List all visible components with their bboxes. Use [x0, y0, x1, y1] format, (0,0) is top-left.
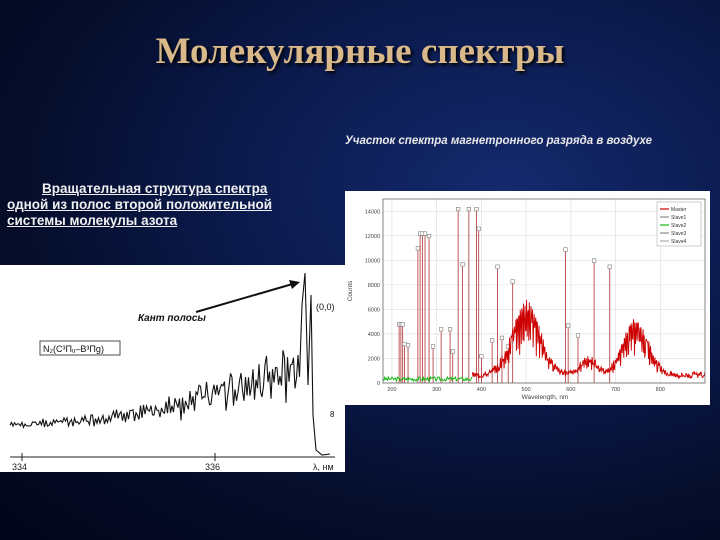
band-head-annotation: Кант полосы: [138, 313, 206, 324]
x-tick-label: 500: [522, 387, 531, 393]
y-tick-label: 12000: [365, 234, 380, 240]
x-tick-label: 600: [566, 387, 575, 393]
magnetron-spectrum-chart: 0 2000 4000 6000 8000 10000 12000 14000 200 300 4…: [345, 191, 710, 405]
line-marker: [415, 246, 420, 251]
y-tick-label: 4000: [368, 332, 380, 338]
line-marker: [499, 335, 505, 340]
line-marker: [427, 234, 432, 239]
x-axis-title: Wavelength, nm: [522, 394, 569, 401]
emission-lines: [397, 207, 612, 383]
line-marker: [450, 349, 455, 354]
line-marker: [476, 226, 481, 231]
transition-formula: N₂(C³Πᵤ–B³Πg): [43, 344, 104, 354]
formula-box: [39, 340, 121, 356]
y-tick-label: 8000: [368, 283, 380, 289]
chart-grid: [383, 199, 705, 384]
chart-legend: Master Slave1 Slave2 Slave3 Slave4: [656, 201, 702, 247]
x-tick-label: 400: [477, 387, 486, 393]
rotational-spectrum-svg: 334 336 λ, нм Кант полосы N₂(C³Πᵤ–B³Πg) …: [9, 272, 335, 472]
line-marker: [460, 262, 465, 267]
right-figure-caption: Участок спектра магнетронного разряда в …: [345, 135, 653, 147]
x-tick-labels: 200 300 400 500 600 700 800: [387, 387, 665, 393]
line-marker: [607, 264, 612, 269]
line-marker: [456, 207, 461, 212]
line-marker: [400, 322, 405, 327]
legend-entry: Slave2: [671, 223, 687, 229]
magnetron-spectrum-svg: 0 2000 4000 6000 8000 10000 12000 14000 200 300 4…: [347, 198, 706, 401]
band-head-arrow: [195, 282, 297, 313]
rotational-spectrum-trace: [9, 272, 331, 456]
tick-label-lambda: λ, нм: [313, 462, 334, 472]
left-figure-caption: Вращательная структура спектра одной из …: [7, 181, 337, 229]
x-tick-label: 300: [432, 387, 441, 393]
line-marker: [563, 247, 568, 252]
line-marker: [566, 323, 571, 328]
line-marker: [466, 207, 471, 212]
tick-label-336: 336: [205, 462, 220, 472]
y-tick-label: 14000: [365, 209, 380, 215]
peak-label: (0,0): [316, 302, 335, 312]
band-head-arrowhead: [289, 280, 300, 289]
line-marker: [490, 338, 495, 343]
legend-entry: Master: [671, 207, 687, 213]
y-tick-label: 10000: [365, 258, 380, 264]
caption-line-3: системы молекулы азота: [7, 213, 178, 228]
line-marker: [495, 264, 500, 269]
rotational-spectrum-figure: 334 336 λ, нм Кант полосы N₂(C³Πᵤ–B³Πg) …: [0, 265, 345, 472]
x-tick-label: 800: [656, 387, 665, 393]
line-marker: [448, 327, 453, 332]
series-master-red: [471, 299, 706, 380]
caption-line-1: Вращательная структура спектра: [42, 181, 268, 196]
line-marker: [422, 231, 428, 236]
x-tick-label: 200: [387, 387, 396, 393]
line-marker: [592, 258, 597, 263]
y-tick-label: 6000: [368, 307, 380, 313]
line-marker: [439, 327, 444, 332]
caption-line-2: одной из полос второй положительной: [7, 197, 273, 212]
line-marker: [575, 333, 581, 338]
legend-entry: Slave3: [671, 231, 687, 237]
legend-entry: Slave1: [671, 215, 687, 221]
line-marker: [405, 343, 411, 348]
side-label: 8: [330, 410, 335, 419]
line-marker: [479, 354, 484, 359]
tick-label-334: 334: [12, 462, 27, 472]
line-marker: [402, 341, 407, 347]
slide-title: Молекулярные спектры: [155, 31, 565, 72]
series-slave-green: [382, 375, 473, 383]
y-tick-label: 2000: [368, 356, 380, 362]
line-marker: [431, 344, 436, 349]
line-marker: [510, 279, 515, 284]
x-tick-label: 700: [611, 387, 620, 393]
line-marker: [474, 207, 479, 212]
y-axis-title: Counts: [347, 280, 354, 301]
plot-frame: [382, 198, 706, 384]
y-tick-label: 0: [377, 381, 380, 387]
legend-entry: Slave4: [671, 239, 687, 245]
y-tick-labels: 0 2000 4000 6000 8000 10000 12000 14000: [365, 209, 380, 387]
